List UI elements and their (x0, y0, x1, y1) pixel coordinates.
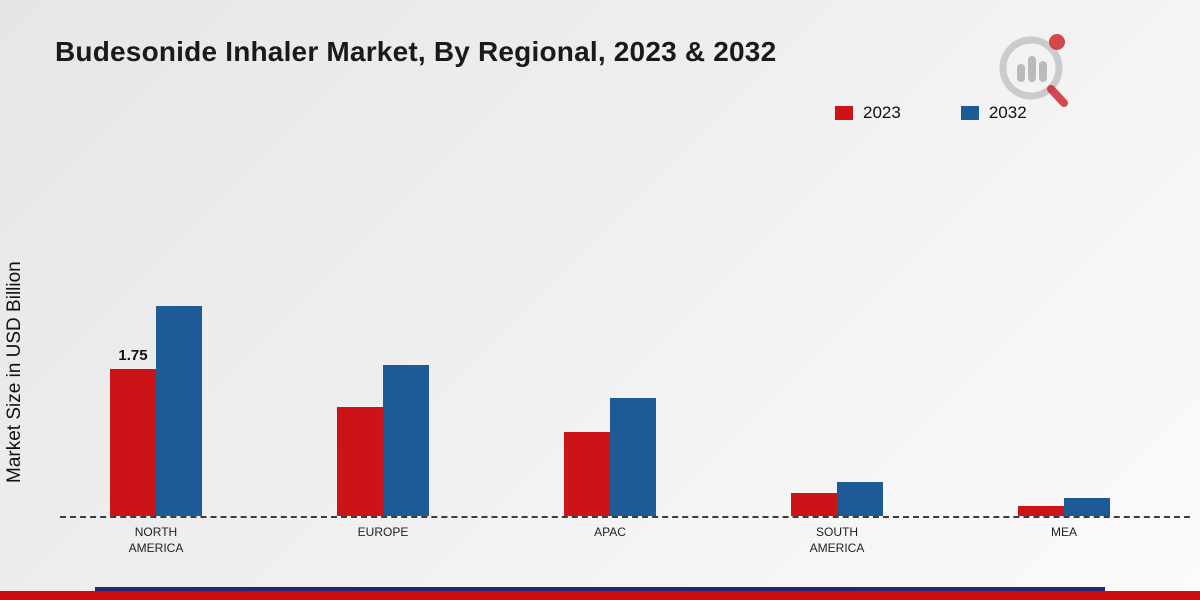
bar-2023-apac (564, 432, 610, 516)
category-label-south-america: SOUTH AMERICA (809, 525, 865, 555)
bar-2023-mea (1018, 506, 1064, 516)
category-label-north-america: NORTH AMERICA (128, 525, 184, 555)
legend-label-2032: 2032 (988, 103, 1027, 122)
bar-2023-south-america (791, 493, 837, 516)
category-label-mea: MEA (1050, 525, 1077, 539)
footer-red-strip (0, 591, 1200, 600)
bar-2023-europe (337, 407, 383, 516)
legend-label-2023: 2023 (863, 103, 901, 122)
category-label-europe: EUROPE (357, 525, 409, 539)
legend-item-2032: 2032 (960, 103, 1027, 123)
legend-swatch-2032-icon (960, 106, 979, 120)
bar-2032-apac (610, 398, 656, 516)
category-label-apac: APAC (594, 525, 626, 539)
bar-2023-north-america (110, 369, 156, 516)
bar-2032-mea (1064, 498, 1110, 516)
bar-2032-north-america (156, 306, 202, 516)
page-title: Budesonide Inhaler Market, By Regional, … (55, 36, 777, 67)
x-axis-baseline (60, 516, 1190, 518)
bar-value-label: 1.75 (118, 347, 148, 364)
bar-2032-south-america (837, 482, 883, 516)
market-research-logo-icon (999, 34, 1068, 107)
chart-legend: 2023 2032 (835, 103, 1027, 123)
legend-swatch-2023-icon (835, 106, 853, 120)
bar-2032-europe (383, 365, 429, 516)
legend-item-2023: 2023 (835, 103, 901, 123)
